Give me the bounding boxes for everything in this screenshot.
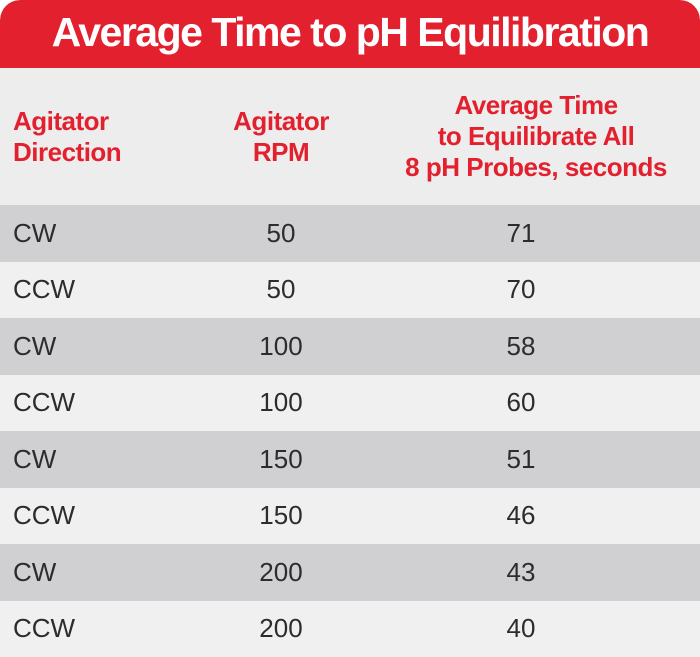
cell-rpm: 100 (259, 387, 303, 418)
cell-time: 58 (506, 330, 536, 361)
cell-time: 46 (506, 500, 536, 531)
table-body: CW 50 71 CCW 50 70 CW 100 58 CCW 100 60 … (0, 205, 700, 657)
column-header-rpm: Agitator RPM (233, 105, 329, 167)
cell-time: 43 (506, 556, 536, 587)
cell-direction: CW (13, 443, 57, 474)
table-row: CW 150 51 (0, 431, 700, 488)
table-row: CW 50 71 (0, 205, 700, 262)
cell-direction: CW (13, 556, 57, 587)
cell-direction: CCW (13, 387, 76, 418)
cell-direction: CCW (13, 613, 76, 644)
cell-time: 60 (506, 387, 536, 418)
cell-rpm: 100 (259, 330, 303, 361)
cell-direction: CW (13, 217, 57, 248)
table-row: CCW 50 70 (0, 261, 700, 318)
cell-time: 40 (506, 613, 536, 644)
cell-time: 71 (506, 217, 536, 248)
table-row: CCW 150 46 (0, 487, 700, 544)
column-header-row: Agitator Direction Agitator RPM Average … (0, 68, 700, 205)
title-banner: Average Time to pH Equilibration (0, 0, 700, 68)
table-row: CCW 100 60 (0, 374, 700, 431)
cell-direction: CCW (13, 274, 76, 305)
cell-rpm: 200 (259, 613, 303, 644)
cell-direction: CW (13, 330, 57, 361)
table-title: Average Time to pH Equilibration (51, 8, 650, 55)
cell-rpm: 200 (259, 556, 303, 587)
column-header-time: Average Time to Equilibrate All 8 pH Pro… (405, 90, 667, 182)
cell-rpm: 150 (259, 500, 303, 531)
cell-direction: CCW (13, 500, 76, 531)
cell-time: 51 (506, 443, 536, 474)
cell-time: 70 (506, 274, 536, 305)
cell-rpm: 50 (266, 274, 296, 305)
column-header-direction: Agitator Direction (13, 105, 122, 167)
cell-rpm: 150 (259, 443, 303, 474)
table-row: CW 200 43 (0, 544, 700, 601)
table-row: CCW 200 40 (0, 600, 700, 657)
cell-rpm: 50 (266, 217, 296, 248)
table-row: CW 100 58 (0, 318, 700, 375)
